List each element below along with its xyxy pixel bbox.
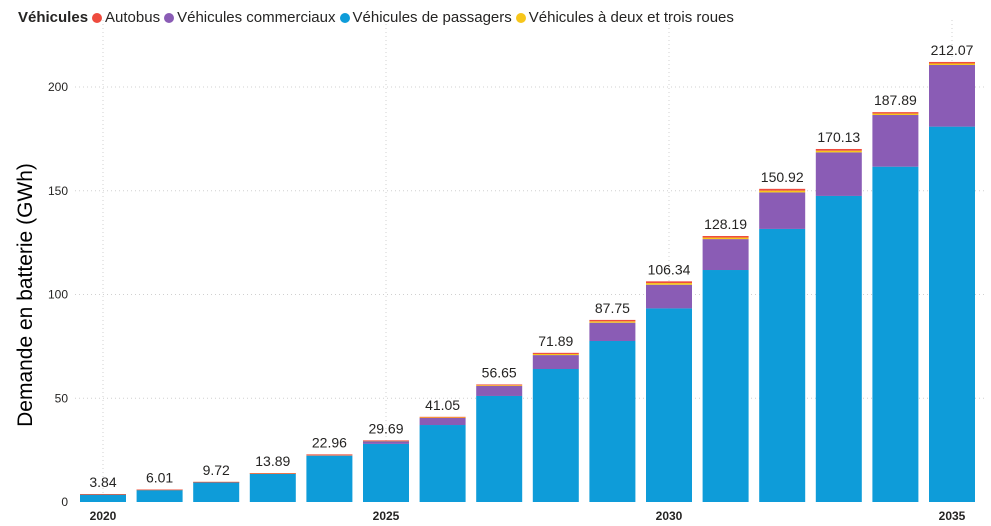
bar-segment — [80, 494, 126, 495]
data-label: 29.69 — [368, 420, 403, 436]
bar-segment — [363, 440, 409, 444]
bar-segment — [815, 148, 862, 151]
bar-segment — [476, 385, 523, 387]
legend-label: Véhicules commerciaux — [177, 9, 336, 26]
bar-segment — [363, 443, 409, 502]
bar-segment — [532, 368, 579, 502]
data-label: 87.75 — [595, 300, 630, 316]
bar-segment — [589, 319, 636, 322]
legend: Véhicules Autobus Véhicules commerciaux Vé… — [18, 9, 738, 26]
bar-segment — [532, 352, 579, 354]
legend-dot-icon — [339, 12, 350, 23]
bar-segment — [872, 115, 919, 167]
bar-segment — [419, 417, 466, 419]
y-axis-label: Demande en batterie (GWh) — [14, 163, 37, 427]
bar-segment — [929, 63, 975, 66]
bar-segment — [306, 455, 353, 456]
bar-segment — [589, 321, 636, 323]
bar-segment — [759, 192, 806, 229]
bar-segment — [419, 425, 466, 502]
legend-dot-icon — [92, 12, 103, 23]
bar-segment — [759, 228, 806, 502]
bar-segment — [476, 386, 523, 396]
bar-segment — [532, 353, 579, 356]
bar-segment — [306, 455, 353, 502]
legend-dot-icon — [164, 12, 175, 23]
bar-segment — [815, 195, 862, 502]
bar-segment — [646, 283, 692, 285]
data-label: 41.05 — [425, 397, 460, 413]
data-label: 3.84 — [89, 474, 116, 490]
bar-segment — [759, 190, 806, 193]
legend-label: Autobus — [105, 9, 161, 26]
bar-segment — [702, 237, 749, 240]
data-label: 187.89 — [874, 92, 917, 108]
bar-segment — [589, 340, 636, 502]
data-label: 150.92 — [761, 169, 804, 185]
legend-title: Véhicules — [18, 9, 89, 26]
bar-segment — [872, 112, 919, 114]
legend-item[interactable]: Véhicules commerciaux — [164, 9, 336, 26]
data-label: 106.34 — [648, 261, 691, 277]
x-tick-label: 2030 — [656, 509, 683, 523]
data-label: 71.89 — [538, 333, 573, 349]
bar-segment — [702, 270, 749, 502]
bar-segment — [306, 454, 353, 455]
bar-segment — [646, 284, 692, 309]
bar-segment — [249, 473, 296, 502]
data-label: 128.19 — [704, 216, 747, 232]
bar-segment — [646, 281, 692, 284]
bar-segment — [193, 482, 240, 502]
data-label: 6.01 — [146, 470, 173, 486]
bar-segment — [646, 308, 692, 502]
bar-segment — [193, 481, 240, 483]
bar-segment — [80, 494, 126, 502]
y-tick-label: 0 — [61, 495, 68, 509]
x-tick-label: 2020 — [90, 509, 117, 523]
x-tick-label: 2025 — [373, 509, 400, 523]
x-tick-label: 2035 — [939, 509, 966, 523]
bar-segment — [872, 113, 919, 116]
bar-segment — [872, 166, 919, 502]
legend-label: Véhicules de passagers — [352, 9, 512, 26]
bar-segment — [589, 322, 636, 341]
legend-item[interactable]: Véhicules de passagers — [339, 9, 512, 26]
y-tick-label: 100 — [48, 288, 68, 302]
bar-segment — [759, 188, 806, 191]
bar-segment — [815, 152, 862, 196]
bar-segment — [929, 61, 975, 64]
y-tick-label: 200 — [48, 80, 68, 94]
data-label: 9.72 — [203, 462, 230, 478]
legend-label: Véhicules à deux et trois roues — [528, 9, 734, 26]
bar-segment — [532, 355, 579, 369]
bar-segment — [476, 395, 523, 502]
legend-item[interactable]: Autobus — [92, 9, 160, 26]
bar-segment — [136, 489, 183, 491]
bar-segment — [419, 417, 466, 426]
bar-segment — [702, 239, 749, 271]
bar-segment — [363, 440, 409, 441]
bar-segment — [249, 473, 296, 474]
y-tick-label: 150 — [48, 184, 68, 198]
bar-segment — [815, 150, 862, 153]
data-label: 212.07 — [931, 42, 974, 58]
bar-segment — [929, 65, 975, 127]
data-label: 56.65 — [482, 364, 517, 380]
data-label: 22.96 — [312, 434, 347, 450]
y-tick-label: 50 — [55, 391, 69, 405]
legend-item[interactable]: Véhicules à deux et trois roues — [515, 9, 734, 26]
bar-segment — [929, 126, 975, 502]
data-label: 170.13 — [817, 129, 860, 145]
bar-segment — [419, 416, 466, 418]
bar-segment — [702, 236, 749, 238]
bar-segment — [136, 489, 183, 502]
bar-segment — [476, 384, 523, 386]
data-label: 13.89 — [255, 453, 290, 469]
legend-dot-icon — [515, 12, 526, 23]
bar-segment — [306, 454, 353, 456]
